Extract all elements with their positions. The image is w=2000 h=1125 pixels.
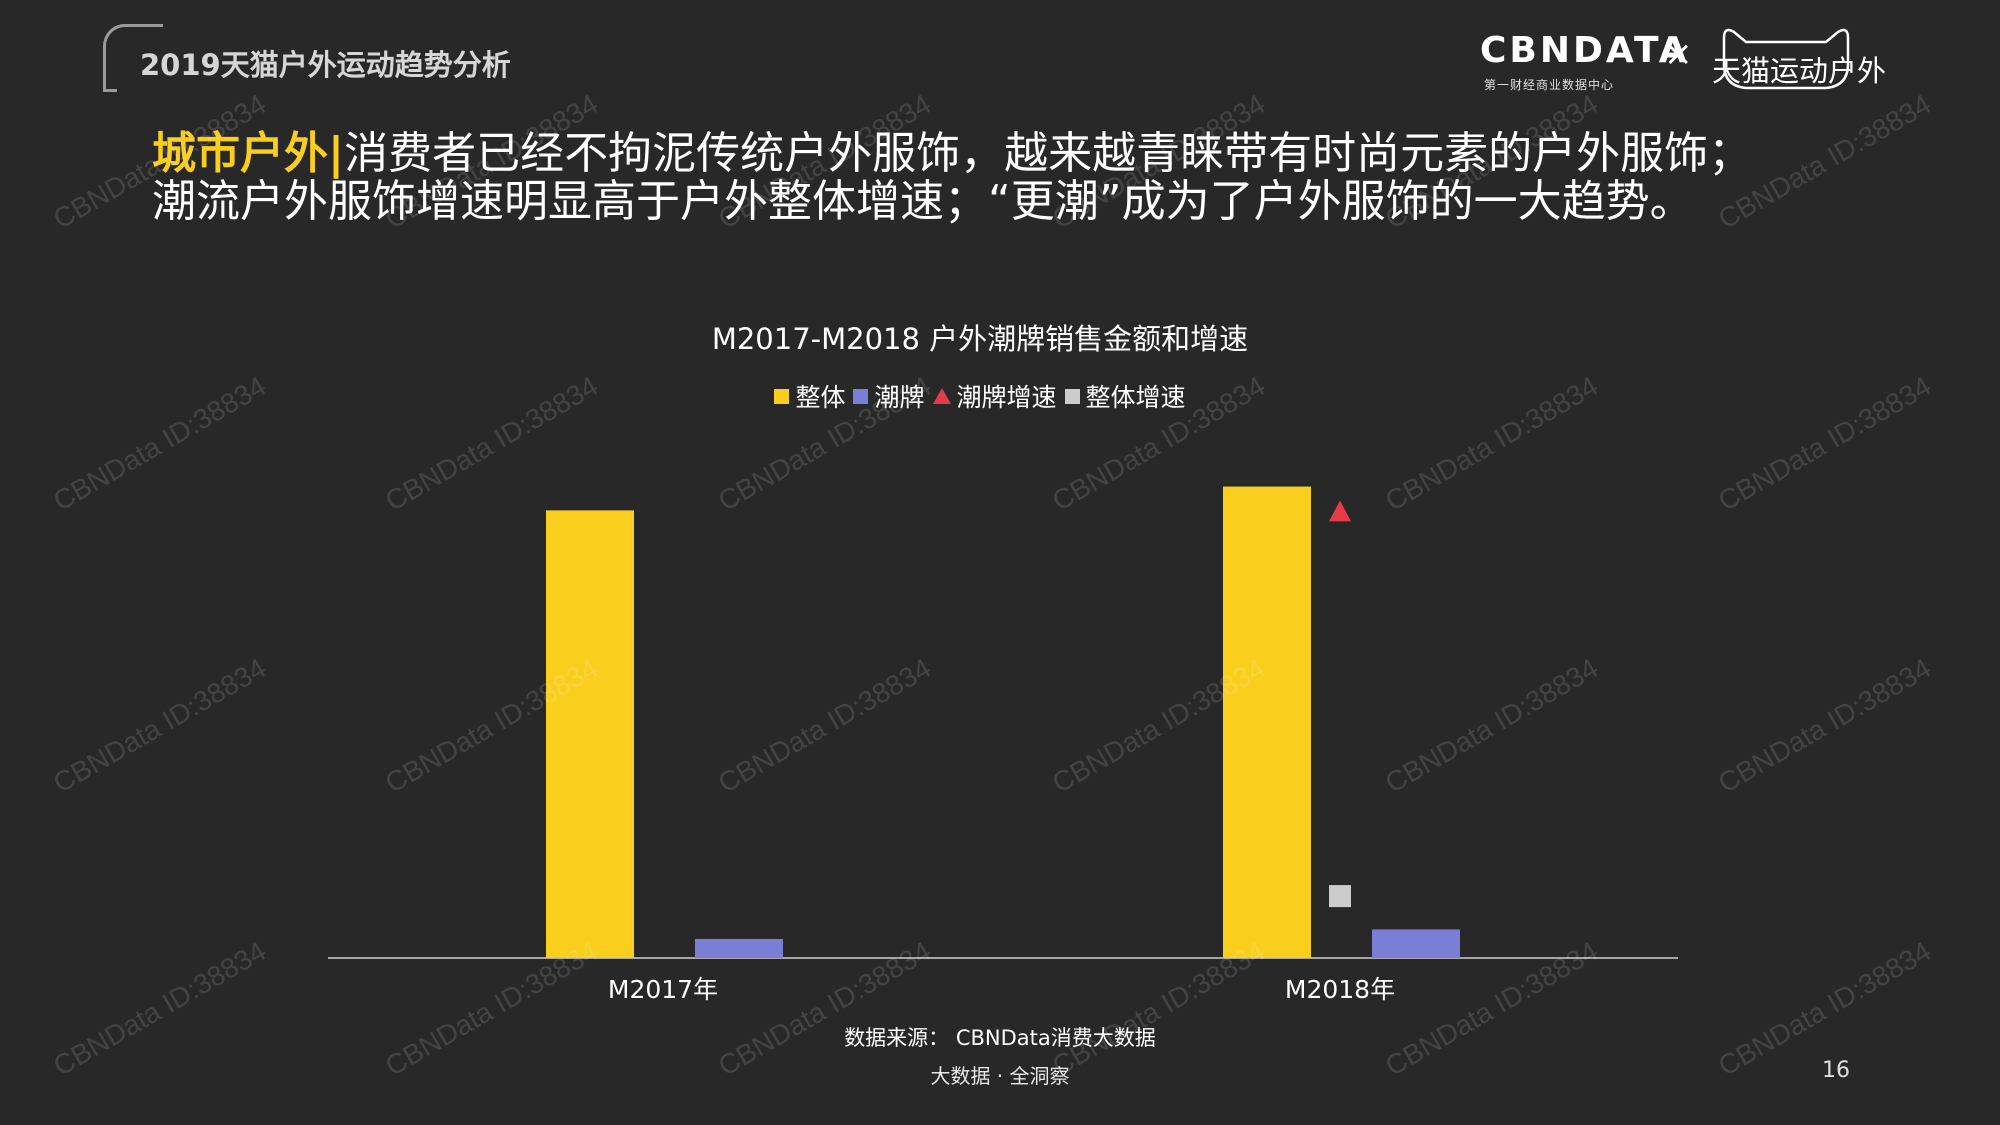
legend-label-trend: 潮牌 <box>874 383 925 412</box>
header-bracket-decoration <box>103 24 163 92</box>
legend-swatch-trend <box>853 388 869 404</box>
marker-trend-growth-1 <box>1329 500 1351 522</box>
legend-label-overall: 整体 <box>795 383 846 412</box>
tmall-cat-outline-icon <box>1722 28 1850 90</box>
legend-swatch-overall <box>774 388 790 404</box>
legend-item-trend: 潮牌 <box>853 378 925 414</box>
bar-trend-0 <box>695 938 783 958</box>
tmall-logo-text: 天猫运动户外 <box>1712 54 1887 88</box>
legend-item-overall: 整体 <box>774 378 845 414</box>
bar-overall-1 <box>1223 486 1311 958</box>
chart-title: M2017-M2018 户外潮牌销售金额和增速 <box>711 322 1249 356</box>
legend-label-overall-growth: 整体增速 <box>1085 383 1186 412</box>
x-tick-label-1: M2018年 <box>1285 975 1395 1004</box>
bar-overall-0 <box>546 510 634 958</box>
headline-line1: 消费者已经不拘泥传统户外服饰，越来越青睐带有时尚元素的户外服饰； <box>344 128 1753 179</box>
data-source: 数据来源： CBNData消费大数据 <box>844 1026 1156 1050</box>
footer-slogan: 大数据 · 全洞察 <box>930 1064 1070 1088</box>
legend-label-trend-growth: 潮牌增速 <box>956 383 1057 412</box>
x-tick-label-0: M2017年 <box>608 975 718 1004</box>
bar-trend-1 <box>1372 929 1460 958</box>
legend-swatch-overall-growth <box>1064 388 1080 404</box>
legend-item-trend-growth: 潮牌增速 <box>932 378 1057 414</box>
marker-overall-growth-1 <box>1329 885 1351 908</box>
logo-separator-x: × <box>1664 34 1693 74</box>
cbndata-logo: CBNDATA <box>1480 30 1690 71</box>
cbndata-logo-subtitle: 第一财经商业数据中心 <box>1484 78 1615 92</box>
headline-line2: 潮流户外服饰增速明显高于户外整体增速；“更潮”成为了户外服饰的一大趋势。 <box>152 176 1694 227</box>
headline-highlight: 城市户外| <box>152 128 345 179</box>
chart-legend: 整体 潮牌 潮牌增速 整体增速 <box>0 378 1960 414</box>
headline: 城市户外|消费者已经不拘泥传统户外服饰，越来越青睐带有时尚元素的户外服饰； 潮流… <box>152 130 1752 226</box>
report-title: 2019天猫户外运动趋势分析 <box>140 48 511 82</box>
legend-triangle-trend-growth <box>932 388 951 404</box>
page-number: 16 <box>1822 1058 1850 1083</box>
legend-item-overall-growth: 整体增速 <box>1064 378 1186 414</box>
